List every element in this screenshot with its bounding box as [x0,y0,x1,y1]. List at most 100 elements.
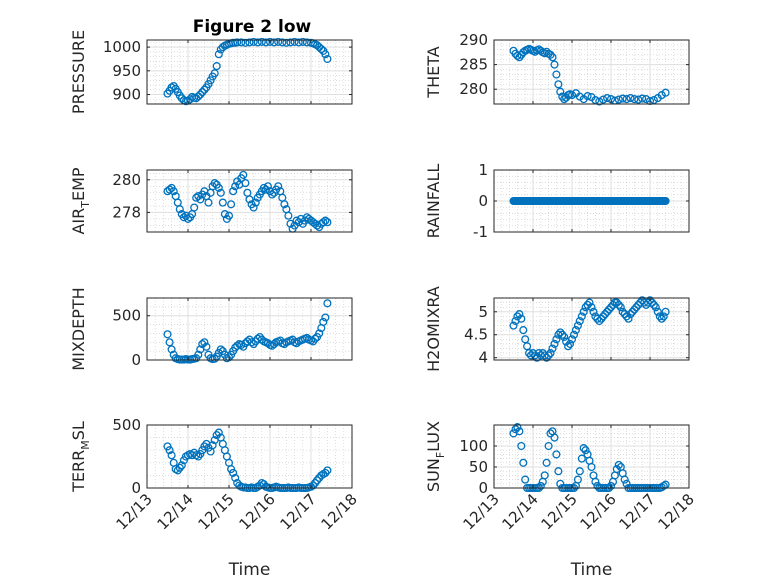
data-point [622,95,631,104]
axes-box [493,424,690,489]
data-point [317,471,326,480]
data-point [560,332,569,342]
data-point [284,211,293,220]
subplot-pressure: 900 950 1000 PRESSURE [69,30,353,114]
data-point [249,37,258,46]
data-point [540,471,549,480]
x-tick-label: 12/14 [154,490,197,533]
data-point [577,454,586,463]
data-point [216,188,225,197]
data-point [550,60,559,69]
y-tick-label: 0 [478,479,488,497]
data-point [165,446,174,455]
data-point [618,94,627,103]
data-point [167,451,176,460]
data-point [626,310,635,319]
data-point [268,190,277,199]
axes-box [146,297,353,361]
data-point [286,219,295,228]
data-point [542,458,551,467]
data-point [294,38,303,47]
x-tick-label: 12/18 [318,490,361,533]
y-axis-label-part: M [79,440,92,450]
y-tick-label: 5 [478,303,488,321]
data-series [509,44,670,106]
data-point [653,307,662,316]
data-point [237,38,246,47]
y-axis-label-part: MIXDEPTH [69,287,88,370]
data-point [247,338,256,347]
data-point [587,462,596,472]
data-point [311,334,320,343]
data-point [569,330,579,339]
y-tick-label: 50 [469,458,488,476]
x-tick-label: 12/17 [277,490,320,533]
data-point [241,38,250,47]
y-tick-label: -1 [473,223,488,241]
data-point [227,200,236,209]
data-point [183,214,193,223]
data-point [642,95,651,104]
data-point [261,38,270,47]
y-axis-label-part: T [79,201,92,209]
y-tick-label: 280 [459,80,488,98]
data-point [323,299,332,308]
data-point [163,330,172,339]
data-point [194,92,203,101]
x-axis-label: Time [228,560,271,580]
data-point [214,428,223,437]
data-point [323,54,332,64]
data-point [618,307,627,316]
y-axis-label-part: H2OMIXRA [424,286,443,372]
data-point [521,475,530,484]
y-tick-label: 1000 [103,38,141,56]
data-point [575,316,584,326]
data-point [251,198,260,207]
data-point [286,38,295,47]
data-point [591,477,600,486]
data-point [231,473,240,482]
y-axis-label: THETA [424,46,443,98]
data-point [659,312,668,321]
data-point [177,461,186,470]
data-series [163,428,332,493]
data-point [192,193,201,202]
data-point [200,442,209,451]
y-tick-label: 4 [478,349,488,367]
data-point [554,80,563,89]
data-point [210,354,219,363]
data-point [237,340,246,349]
data-point [579,307,588,316]
data-point [587,303,596,312]
data-point [319,218,328,227]
data-point [581,303,590,312]
data-point [548,53,557,62]
data-series [163,37,332,106]
data-point [542,353,551,362]
data-point [241,179,250,188]
data-point [257,37,266,46]
data-point [603,307,612,316]
data-point [513,423,522,432]
data-point [309,481,318,490]
y-axis-label-part: THETA [424,46,443,98]
y-tick-label: 0 [478,192,488,210]
data-point [218,198,227,207]
data-point [278,38,287,47]
subplot-terr_msl: 0500TERRMSL12/1312/1412/1512/1612/1712/1… [69,416,361,580]
x-tick-label: 12/15 [538,490,581,533]
data-point [540,49,549,58]
y-axis-label: H2OMIXRA [424,286,443,372]
data-point [604,305,614,314]
data-point [634,95,643,104]
y-axis-label-part: RAINFALL [424,164,443,239]
axes-box [146,169,353,233]
data-point [585,298,594,307]
data-point [202,342,211,351]
data-point [606,303,616,312]
data-point [616,303,625,312]
data-series [509,423,670,493]
y-tick-label: 0 [131,351,141,369]
